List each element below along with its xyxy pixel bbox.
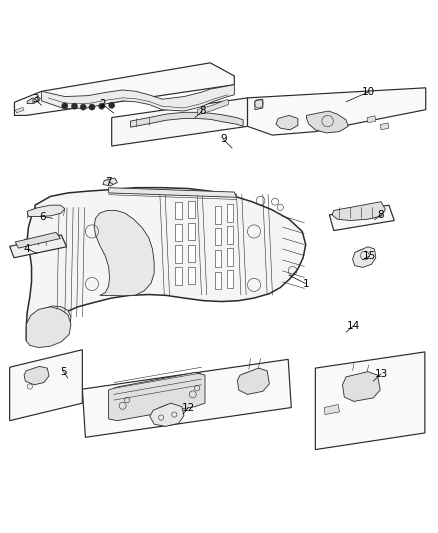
Polygon shape	[247, 88, 426, 135]
Polygon shape	[82, 359, 291, 437]
Polygon shape	[227, 204, 233, 222]
Polygon shape	[26, 188, 306, 341]
Polygon shape	[26, 307, 71, 348]
Circle shape	[80, 104, 86, 110]
Polygon shape	[197, 99, 229, 115]
Polygon shape	[10, 235, 67, 258]
Polygon shape	[188, 223, 195, 240]
Polygon shape	[24, 366, 49, 385]
Polygon shape	[27, 98, 36, 103]
Polygon shape	[324, 405, 339, 415]
Polygon shape	[42, 85, 234, 111]
Polygon shape	[150, 403, 184, 426]
Circle shape	[62, 103, 68, 109]
Text: 13: 13	[374, 369, 388, 379]
Polygon shape	[227, 270, 233, 287]
Text: 9: 9	[220, 134, 227, 144]
Polygon shape	[237, 368, 269, 394]
Polygon shape	[109, 188, 237, 197]
Polygon shape	[188, 201, 195, 219]
Polygon shape	[28, 306, 71, 340]
Polygon shape	[15, 232, 60, 248]
Circle shape	[99, 103, 105, 109]
Polygon shape	[15, 108, 24, 113]
Polygon shape	[255, 99, 263, 110]
Polygon shape	[175, 246, 182, 263]
Text: 6: 6	[39, 212, 46, 222]
Polygon shape	[131, 112, 243, 127]
Polygon shape	[109, 373, 205, 421]
Polygon shape	[227, 226, 233, 244]
Circle shape	[89, 104, 95, 110]
Polygon shape	[27, 205, 65, 216]
Polygon shape	[175, 201, 182, 219]
Polygon shape	[380, 123, 389, 130]
Text: 14: 14	[347, 321, 360, 330]
Text: 5: 5	[60, 367, 67, 377]
Polygon shape	[10, 350, 82, 421]
Text: 2: 2	[99, 100, 106, 109]
Polygon shape	[14, 63, 234, 115]
Polygon shape	[227, 248, 233, 265]
Polygon shape	[94, 211, 154, 296]
Text: 7: 7	[105, 176, 112, 187]
Text: 10: 10	[361, 87, 374, 97]
Text: 8: 8	[378, 210, 385, 220]
Polygon shape	[276, 115, 298, 130]
Polygon shape	[103, 178, 117, 186]
Text: 4: 4	[24, 244, 31, 254]
Polygon shape	[175, 223, 182, 241]
Text: 3: 3	[32, 94, 39, 104]
Polygon shape	[307, 111, 348, 133]
Text: 12: 12	[182, 402, 195, 413]
Text: 8: 8	[199, 106, 206, 116]
Polygon shape	[112, 98, 247, 146]
Polygon shape	[215, 206, 221, 223]
Text: 15: 15	[363, 251, 376, 261]
Polygon shape	[367, 116, 376, 123]
Polygon shape	[215, 250, 221, 268]
Circle shape	[109, 102, 115, 108]
Polygon shape	[329, 205, 394, 231]
Polygon shape	[175, 268, 182, 285]
Polygon shape	[315, 352, 425, 449]
Polygon shape	[353, 247, 376, 268]
Polygon shape	[33, 96, 40, 102]
Polygon shape	[215, 228, 221, 246]
Text: 1: 1	[303, 279, 310, 289]
Polygon shape	[188, 245, 195, 262]
Polygon shape	[343, 372, 380, 401]
Polygon shape	[332, 201, 385, 221]
Polygon shape	[215, 272, 221, 289]
Polygon shape	[188, 266, 195, 284]
Circle shape	[71, 103, 78, 109]
